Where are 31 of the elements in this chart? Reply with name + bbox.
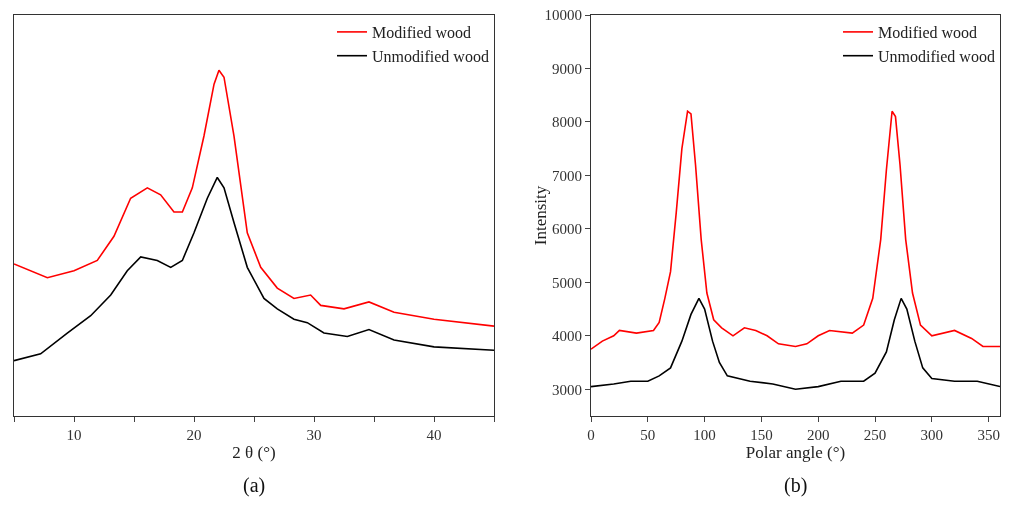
text: (b) [784,474,808,497]
x-tick-label: 10 [66,427,82,443]
y-tick-label: 8000 [552,114,582,131]
x-axis-title: Polar angle (°) [745,443,846,463]
x-tick-label: 30 [306,427,322,443]
x-tick-label: 250 [863,427,887,443]
y-tick-label: 4000 [552,328,582,345]
x-tick-label: 200 [806,427,830,443]
y-tick-label: 7000 [552,167,582,184]
legend-label: Unmodified wood [372,47,489,65]
y-tick-label: 9000 [552,60,582,77]
x-tick-label: 150 [750,427,773,443]
y-tick-label: 3000 [552,381,582,398]
legend-label: Modified wood [372,24,472,42]
y-tick-label: 5000 [552,274,582,291]
legend-label: Unmodified wood [878,47,995,65]
y-tick-label: 10000 [544,7,582,24]
line-series [591,297,1000,391]
y-tick-label: 6000 [552,221,582,238]
line-series [591,110,1000,350]
y-axis-title: Intensity [531,185,550,246]
x-axis-title: 2 θ (°) [232,443,276,463]
x-tick-label: 50 [640,427,656,443]
x-tick-label: 20 [186,427,202,443]
x-tick-label: 350 [977,427,1000,443]
text: (a) [243,474,266,497]
x-tick-label: 0 [587,427,595,443]
x-tick-label: 100 [693,427,716,443]
x-tick-label: 300 [920,427,944,443]
x-tick-label: 40 [426,427,442,443]
legend-label: Modified wood [878,24,978,42]
